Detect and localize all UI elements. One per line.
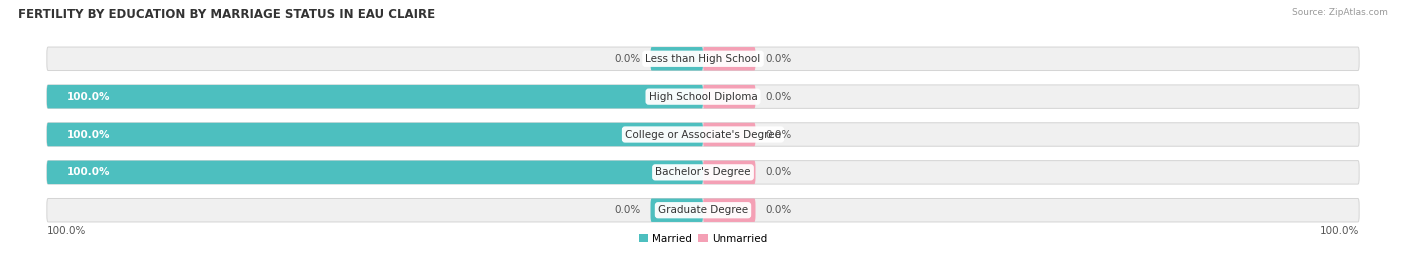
Text: College or Associate's Degree: College or Associate's Degree bbox=[626, 129, 780, 140]
Text: 100.0%: 100.0% bbox=[66, 167, 110, 177]
FancyBboxPatch shape bbox=[46, 85, 703, 108]
FancyBboxPatch shape bbox=[46, 199, 1360, 222]
FancyBboxPatch shape bbox=[46, 161, 703, 184]
FancyBboxPatch shape bbox=[703, 123, 755, 146]
Text: Bachelor's Degree: Bachelor's Degree bbox=[655, 167, 751, 177]
Text: 0.0%: 0.0% bbox=[765, 205, 792, 215]
FancyBboxPatch shape bbox=[651, 199, 703, 222]
Text: 0.0%: 0.0% bbox=[765, 129, 792, 140]
Text: 100.0%: 100.0% bbox=[66, 92, 110, 102]
Text: 0.0%: 0.0% bbox=[614, 54, 641, 64]
FancyBboxPatch shape bbox=[703, 199, 755, 222]
Text: 100.0%: 100.0% bbox=[1320, 226, 1360, 236]
FancyBboxPatch shape bbox=[46, 161, 1360, 184]
FancyBboxPatch shape bbox=[703, 85, 755, 108]
FancyBboxPatch shape bbox=[46, 123, 703, 146]
FancyBboxPatch shape bbox=[651, 47, 703, 70]
Legend: Married, Unmarried: Married, Unmarried bbox=[634, 229, 772, 248]
Text: 100.0%: 100.0% bbox=[46, 226, 86, 236]
Text: 0.0%: 0.0% bbox=[765, 54, 792, 64]
Text: Graduate Degree: Graduate Degree bbox=[658, 205, 748, 215]
Text: Less than High School: Less than High School bbox=[645, 54, 761, 64]
Text: 0.0%: 0.0% bbox=[765, 167, 792, 177]
FancyBboxPatch shape bbox=[703, 161, 755, 184]
FancyBboxPatch shape bbox=[46, 123, 1360, 146]
Text: 100.0%: 100.0% bbox=[66, 129, 110, 140]
FancyBboxPatch shape bbox=[46, 85, 1360, 108]
Text: 0.0%: 0.0% bbox=[765, 92, 792, 102]
Text: High School Diploma: High School Diploma bbox=[648, 92, 758, 102]
FancyBboxPatch shape bbox=[46, 47, 1360, 70]
Text: 0.0%: 0.0% bbox=[614, 205, 641, 215]
Text: FERTILITY BY EDUCATION BY MARRIAGE STATUS IN EAU CLAIRE: FERTILITY BY EDUCATION BY MARRIAGE STATU… bbox=[18, 8, 436, 21]
FancyBboxPatch shape bbox=[703, 47, 755, 70]
Text: Source: ZipAtlas.com: Source: ZipAtlas.com bbox=[1292, 8, 1388, 17]
